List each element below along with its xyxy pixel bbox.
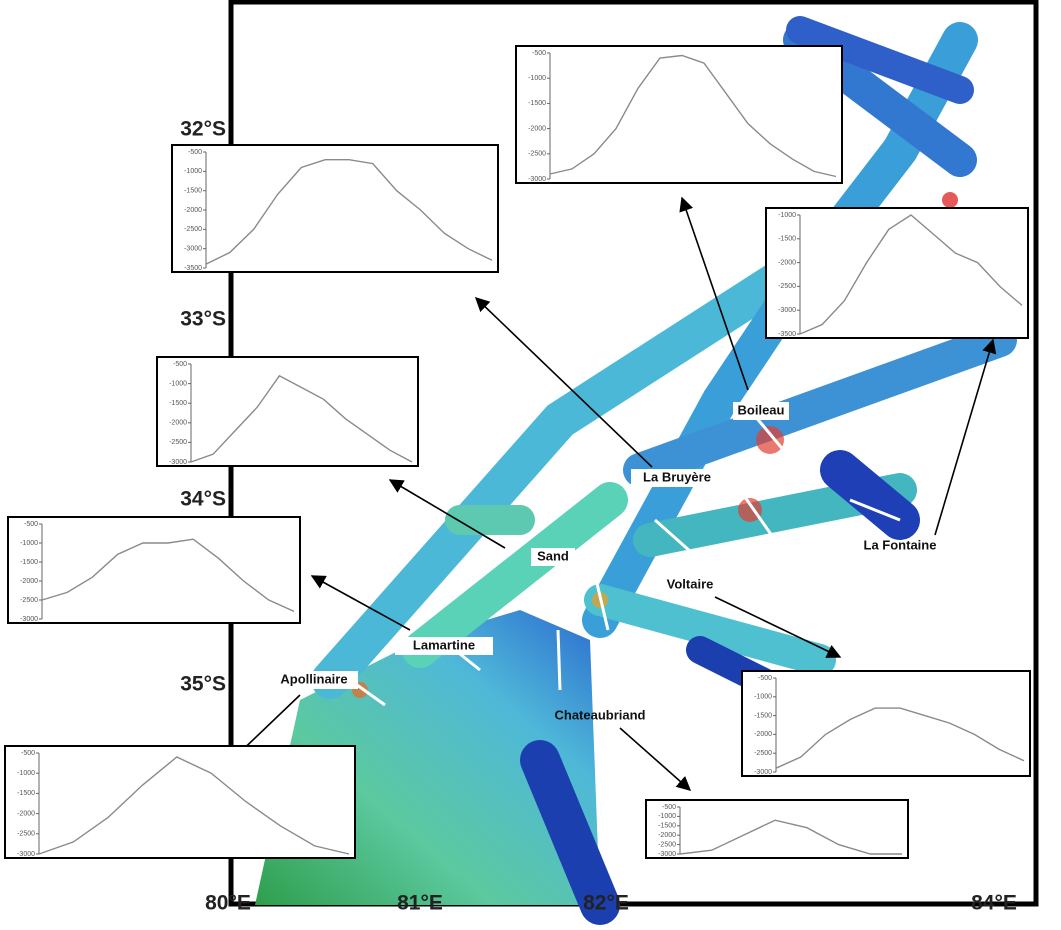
- y-tick-label: -2500: [658, 841, 676, 848]
- y-tick-label: -3000: [528, 176, 546, 183]
- y-tick-label: -2500: [528, 151, 546, 158]
- y-tick-label: -2500: [184, 226, 202, 233]
- y-tick-label: -1500: [184, 188, 202, 195]
- seamount-label: Lamartine: [413, 637, 475, 652]
- y-tick-label: -3000: [184, 246, 202, 253]
- y-tick-label: -2000: [17, 810, 35, 817]
- y-tick-label: -1500: [658, 823, 676, 830]
- inset-frame: [5, 746, 355, 858]
- latitude-label: 32°S: [180, 118, 226, 141]
- y-tick-label: -1500: [754, 712, 772, 719]
- profile-inset: -500 -1000 -1500 -2000 -2500 -3000: [742, 671, 1030, 776]
- inset-frame: [172, 145, 498, 272]
- latitude-label: 33°S: [180, 308, 226, 331]
- y-tick-label: -3000: [778, 307, 796, 314]
- y-tick-label: -3000: [169, 459, 187, 466]
- y-tick-label: -2000: [778, 259, 796, 266]
- y-tick-label: -3000: [20, 616, 38, 623]
- y-tick-label: -500: [532, 50, 546, 57]
- y-tick-label: -3500: [184, 265, 202, 272]
- y-tick-label: -3500: [778, 331, 796, 338]
- y-tick-label: -500: [188, 149, 202, 156]
- longitude-label: 82°E: [583, 892, 629, 915]
- latitude-label: 35°S: [180, 673, 226, 696]
- inset-frame: [8, 517, 300, 623]
- y-tick-label: -2500: [20, 597, 38, 604]
- y-tick-label: -2500: [169, 439, 187, 446]
- profile-inset: -500 -1000 -1500 -2000 -2500 -3000: [646, 800, 908, 858]
- inset-frame: [157, 357, 418, 466]
- y-tick-label: -1500: [20, 559, 38, 566]
- y-tick-label: -500: [662, 804, 676, 811]
- y-tick-label: -2000: [184, 207, 202, 214]
- y-tick-label: -2500: [778, 283, 796, 290]
- y-tick-label: -1000: [658, 813, 676, 820]
- profile-inset: -500 -1000 -1500 -2000 -2500 -3000: [157, 357, 418, 466]
- profile-inset: -1000 -1500 -2000 -2500 -3000 -3500: [766, 208, 1028, 338]
- inset-frame: [742, 671, 1030, 776]
- y-tick-label: -500: [24, 521, 38, 528]
- profile-inset: -500 -1000 -1500 -2000 -2500 -3000: [8, 517, 300, 623]
- y-tick-label: -3000: [17, 851, 35, 858]
- y-tick-label: -1000: [184, 168, 202, 175]
- y-tick-label: -1500: [778, 236, 796, 243]
- y-tick-label: -1000: [528, 75, 546, 82]
- latitude-label: 34°S: [180, 488, 226, 511]
- inset-frame: [516, 46, 842, 183]
- y-tick-label: -1500: [528, 100, 546, 107]
- seamount-label: Chateaubriand: [554, 707, 645, 722]
- map: Boileau La Bruyère Sand Voltaire La Font…: [0, 0, 1061, 930]
- seamount-label: La Fontaine: [864, 537, 937, 552]
- y-tick-label: -500: [173, 361, 187, 368]
- y-tick-label: -2000: [754, 731, 772, 738]
- y-tick-label: -2000: [528, 125, 546, 132]
- seamount-label: La Bruyère: [643, 469, 711, 484]
- y-tick-label: -500: [758, 675, 772, 682]
- seamount-label: Boileau: [738, 402, 785, 417]
- seamount-label: Voltaire: [667, 576, 714, 591]
- y-tick-label: -2500: [17, 831, 35, 838]
- y-tick-label: -2500: [754, 750, 772, 757]
- y-tick-label: -500: [21, 750, 35, 757]
- profile-inset: -500 -1000 -1500 -2000 -2500 -3000: [5, 746, 355, 858]
- y-tick-label: -2000: [169, 420, 187, 427]
- y-tick-label: -1500: [17, 790, 35, 797]
- inset-frame: [646, 800, 908, 858]
- map-figure: Boileau La Bruyère Sand Voltaire La Font…: [0, 0, 1061, 930]
- longitude-label: 84°E: [971, 892, 1017, 915]
- y-tick-label: -3000: [754, 769, 772, 776]
- longitude-label: 81°E: [397, 892, 443, 915]
- profile-inset: -500 -1000 -1500 -2000 -2500 -3000: [516, 46, 842, 183]
- seamount-label: Sand: [537, 548, 569, 563]
- profile-inset: -500 -1000 -1500 -2000 -2500 -3000 -3500: [172, 145, 498, 272]
- longitude-label: 80°E: [205, 892, 251, 915]
- seamount-label: Apollinaire: [280, 671, 347, 686]
- y-tick-label: -2000: [20, 578, 38, 585]
- y-tick-label: -2000: [658, 832, 676, 839]
- inset-frame: [766, 208, 1028, 338]
- y-tick-label: -1000: [17, 770, 35, 777]
- y-tick-label: -1000: [20, 540, 38, 547]
- y-tick-label: -1000: [169, 380, 187, 387]
- y-tick-label: -1500: [169, 400, 187, 407]
- y-tick-label: -1000: [754, 694, 772, 701]
- y-tick-label: -1000: [778, 212, 796, 219]
- y-tick-label: -3000: [658, 851, 676, 858]
